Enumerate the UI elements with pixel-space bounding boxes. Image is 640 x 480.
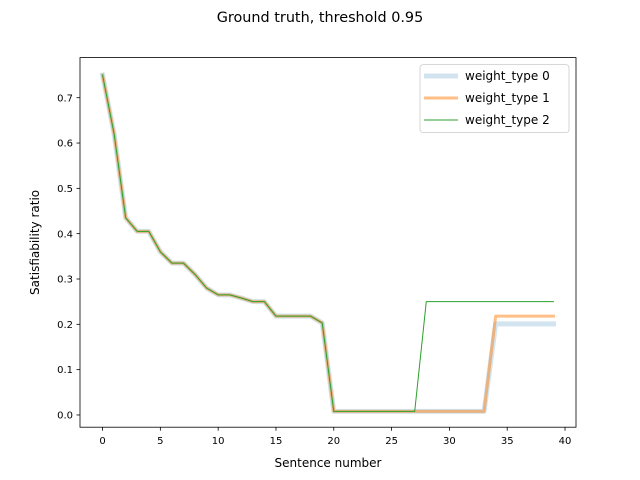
- legend: weight_type 0 weight_type 1 weight_type 2: [419, 64, 570, 133]
- x-tick-label: 5: [157, 436, 163, 447]
- x-axis-ticks: 0 5 10 15 20 25 30 35 40: [99, 427, 571, 447]
- legend-label-0: weight_type 0: [465, 69, 550, 83]
- y-tick-label: 0.4: [57, 229, 73, 240]
- x-tick-label: 20: [327, 436, 340, 447]
- y-tick-label: 0.2: [57, 320, 73, 331]
- y-tick-label: 0.1: [57, 365, 73, 376]
- y-axis-ticks: 0.0 0.1 0.2 0.3 0.4 0.5 0.6 0.7: [57, 93, 80, 422]
- y-tick-label: 0.6: [57, 139, 73, 150]
- x-tick-label: 10: [212, 436, 225, 447]
- x-tick-label: 30: [443, 436, 456, 447]
- x-tick-label: 15: [270, 436, 283, 447]
- plot-frame: [79, 57, 577, 428]
- chart-title: Ground truth, threshold 0.95: [217, 10, 424, 26]
- y-tick-label: 0.7: [57, 93, 73, 104]
- x-tick-label: 35: [501, 436, 514, 447]
- legend-label-2: weight_type 2: [465, 113, 550, 127]
- x-tick-label: 25: [385, 436, 398, 447]
- x-tick-label: 40: [559, 436, 572, 447]
- series-line-2: [101, 74, 554, 412]
- x-axis-label: Sentence number: [275, 456, 382, 470]
- legend-box: [419, 64, 570, 133]
- x-tick-label: 0: [99, 436, 105, 447]
- y-tick-label: 0.0: [57, 411, 73, 422]
- y-tick-label: 0.5: [57, 184, 73, 195]
- y-tick-label: 0.3: [57, 275, 73, 286]
- legend-label-1: weight_type 1: [465, 91, 550, 105]
- y-axis-label: Satisfiability ratio: [28, 190, 42, 295]
- plot-lines: [99, 72, 556, 414]
